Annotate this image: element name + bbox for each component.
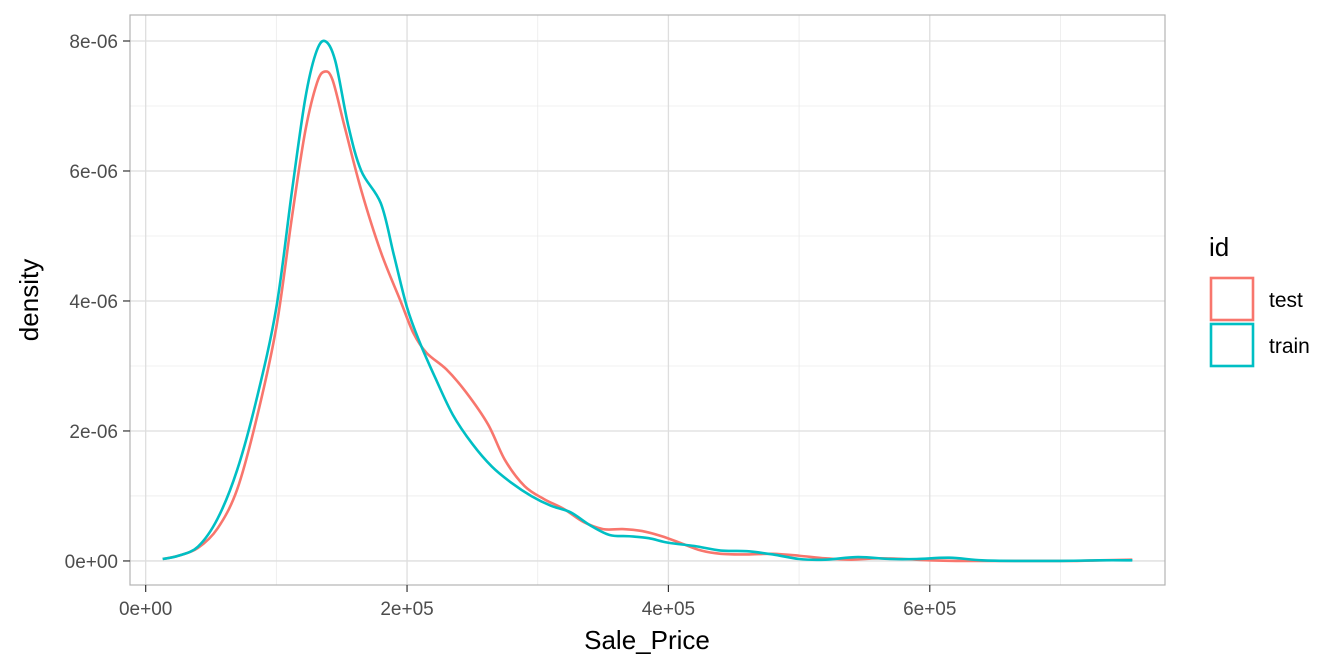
plot-panel <box>130 15 1165 585</box>
y-tick-label-3: 6e-06 <box>69 162 118 183</box>
legend-label-train: train <box>1269 335 1310 358</box>
x-tick-label-3: 6e+05 <box>903 599 956 620</box>
x-tick-label-1: 2e+05 <box>380 599 433 620</box>
legend-key-test <box>1211 278 1253 320</box>
x-axis-title: Sale_Price <box>584 625 710 655</box>
x-tick-label-0: 0e+00 <box>119 599 172 620</box>
y-axis: 0e+00 2e-06 4e-06 6e-06 8e-06 <box>65 32 130 573</box>
y-tick-label-4: 8e-06 <box>69 32 118 53</box>
y-tick-label-1: 2e-06 <box>69 422 118 443</box>
x-tick-label-2: 4e+05 <box>642 599 695 620</box>
legend-title: id <box>1209 232 1229 262</box>
y-tick-label-2: 4e-06 <box>69 292 118 313</box>
y-tick-label-0: 0e+00 <box>65 552 118 573</box>
legend-key-train <box>1211 324 1253 366</box>
x-axis: 0e+00 2e+05 4e+05 6e+05 <box>119 585 956 620</box>
legend: id test train <box>1209 232 1310 366</box>
y-axis-title: density <box>14 259 44 341</box>
legend-label-test: test <box>1269 289 1303 312</box>
